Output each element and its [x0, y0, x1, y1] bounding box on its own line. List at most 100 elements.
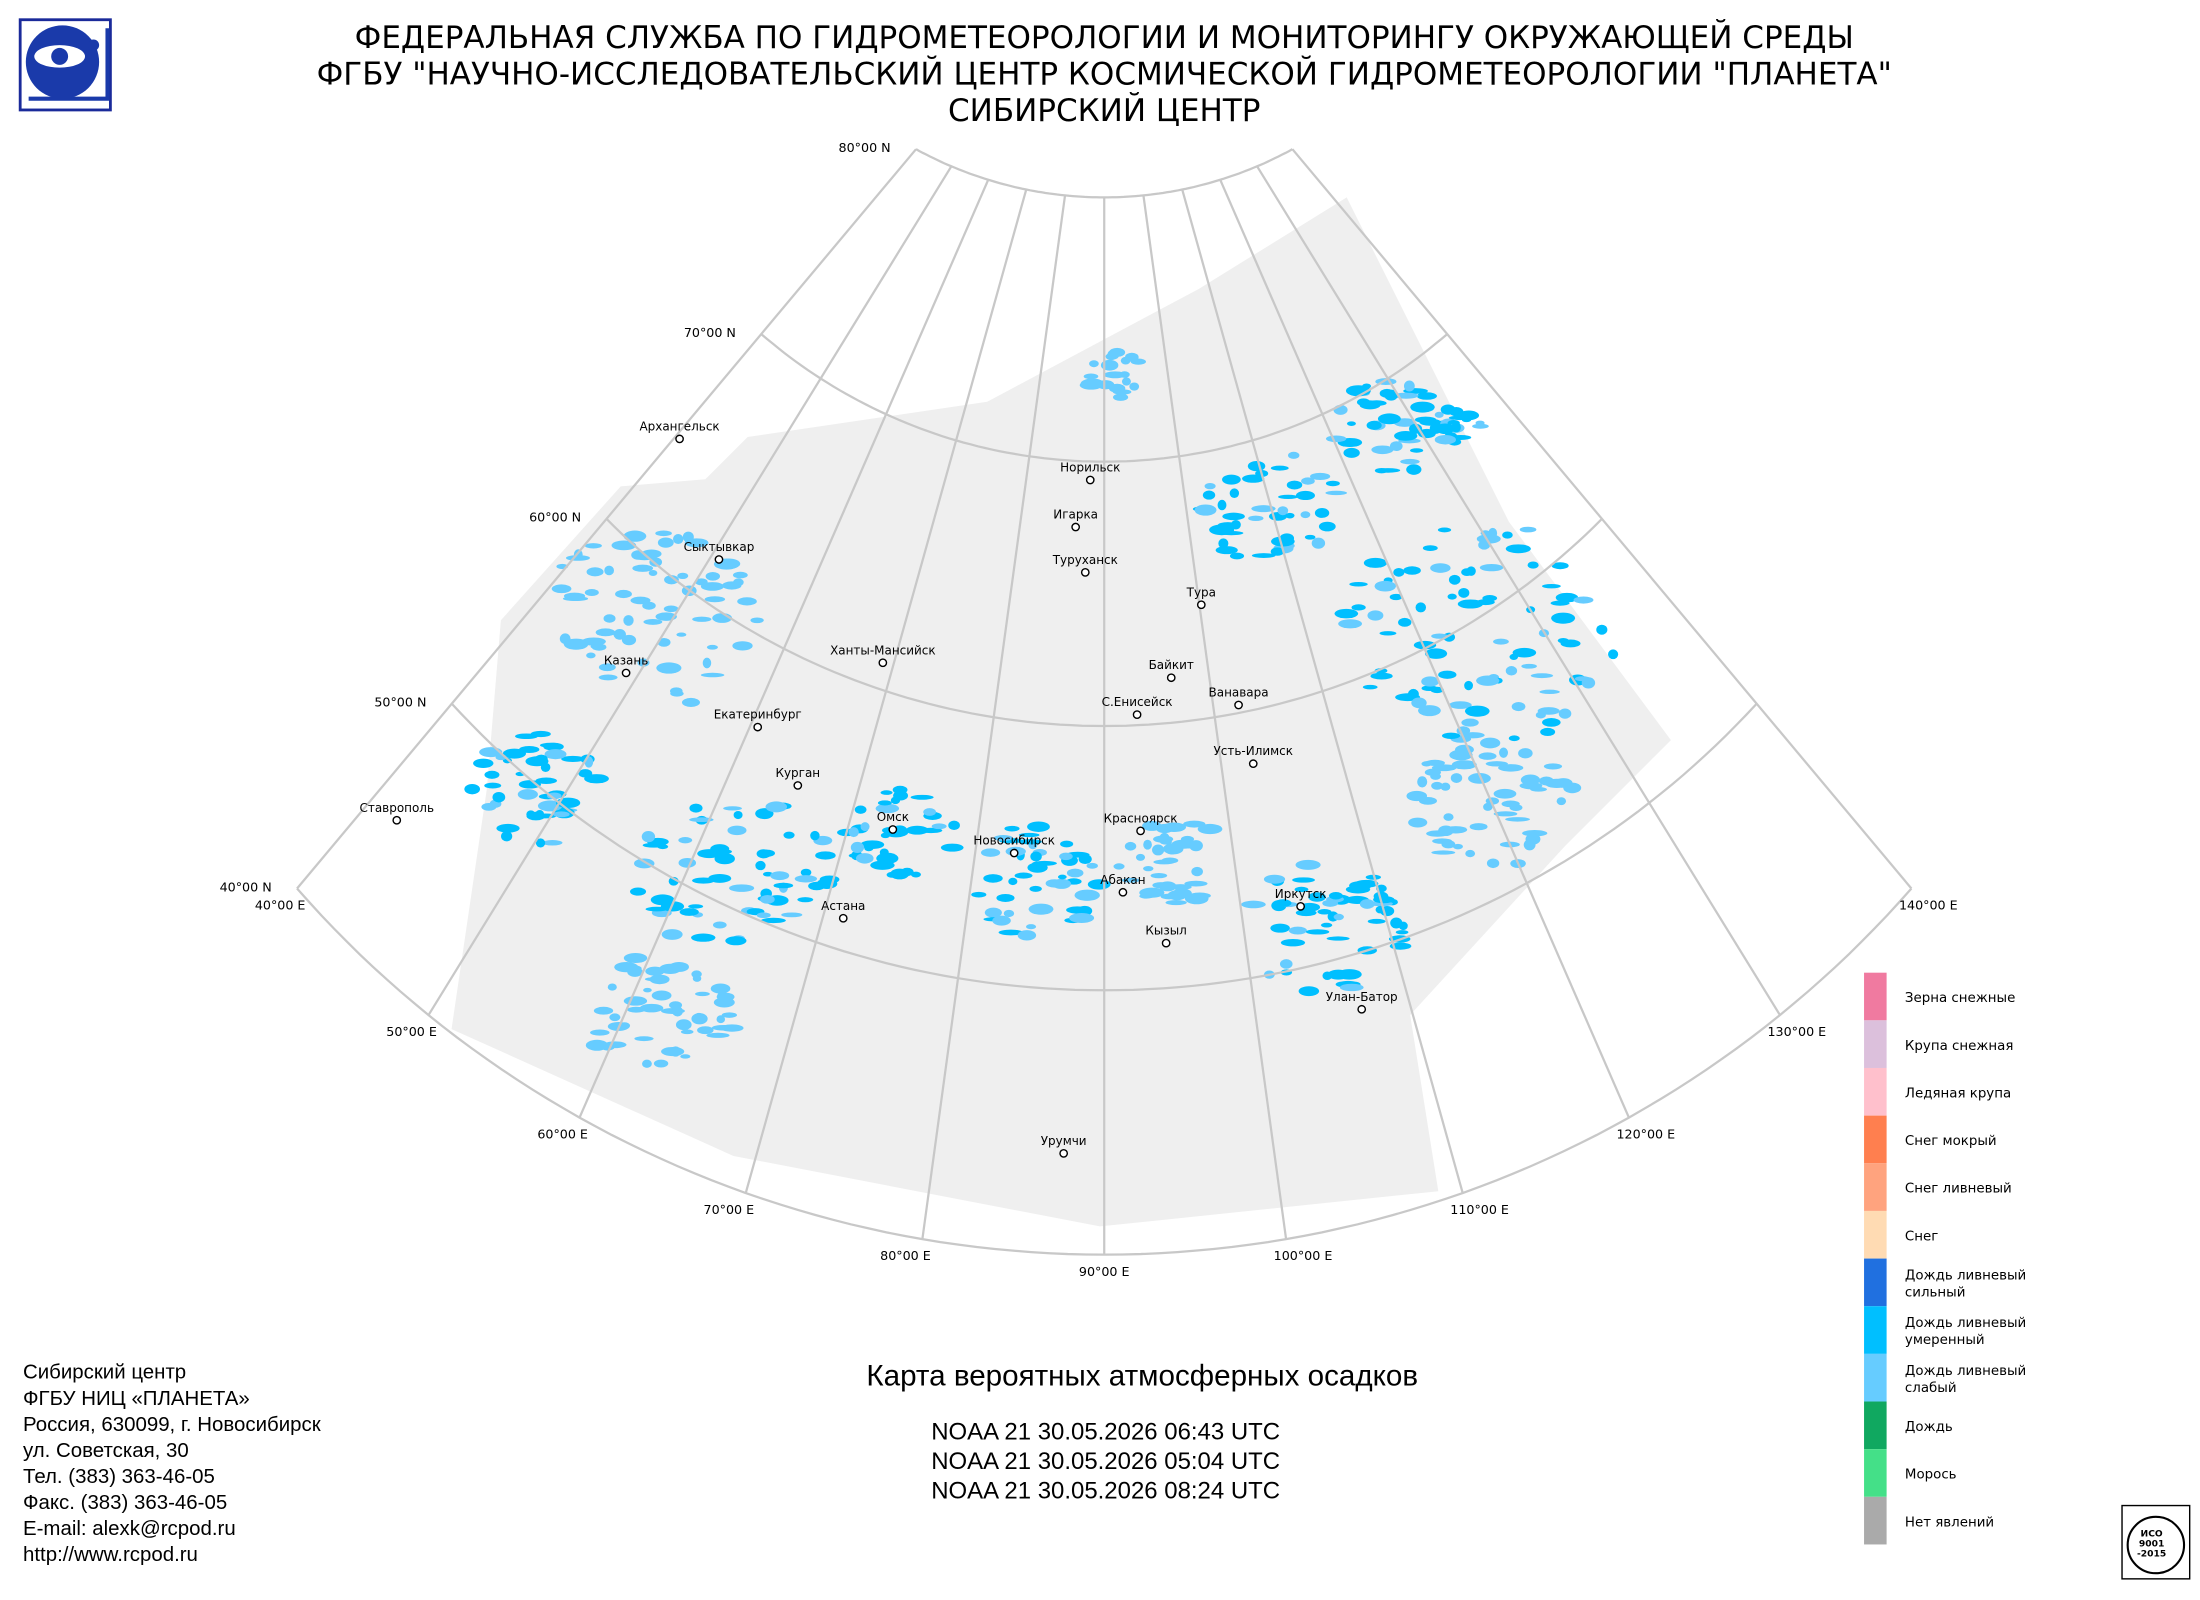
footer-line: http://www.rcpod.ru	[23, 1543, 198, 1566]
rain-cell	[1443, 813, 1454, 821]
city-marker	[1248, 759, 1258, 769]
rain-cell	[1074, 889, 1100, 901]
rain-cell	[1522, 830, 1548, 837]
legend-label: Снег	[1905, 1229, 1938, 1244]
rain-cell	[1292, 877, 1315, 883]
rain-cell	[535, 777, 557, 784]
precipitation	[464, 347, 1619, 1068]
rain-cell	[657, 537, 674, 548]
rain-cell	[604, 565, 615, 576]
rain-cell	[1418, 705, 1441, 717]
rain-cell	[1394, 431, 1418, 441]
rain-cell	[1202, 490, 1216, 500]
legend-swatch	[1864, 1496, 1887, 1545]
rain-cell	[1222, 474, 1241, 485]
rain-cell	[1294, 886, 1309, 893]
rain-cell	[1325, 435, 1347, 443]
rain-cell	[547, 792, 562, 800]
rain-cell	[1483, 802, 1493, 811]
rain-cell	[1375, 468, 1401, 473]
rain-cell	[695, 991, 710, 997]
rain-cell	[1537, 707, 1560, 715]
rain-cell	[993, 834, 1013, 842]
rain-cell	[1466, 566, 1476, 576]
rain-cell	[800, 868, 812, 877]
rain-cell	[1444, 826, 1468, 834]
city-marker	[1234, 700, 1243, 710]
rain-cell	[641, 831, 656, 843]
rain-cell	[632, 564, 654, 572]
legend-label: умеренный	[1905, 1333, 1985, 1348]
rain-cell	[783, 831, 795, 839]
pass-line: NOAA 21 30.05.2026 05:04 UTC	[931, 1448, 1280, 1475]
rain-cell	[1121, 377, 1131, 386]
rain-cell	[854, 805, 867, 814]
rain-cell	[1493, 811, 1518, 817]
rain-cell	[1285, 512, 1295, 519]
passes: NOAA 21 30.05.2026 06:43 UTC NOAA 21 30.0…	[931, 1418, 1280, 1504]
rain-cell	[598, 663, 616, 672]
rain-cell	[1374, 580, 1396, 592]
rain-cell	[1004, 825, 1020, 832]
rain-cell	[1029, 885, 1042, 892]
rain-cell	[630, 887, 647, 896]
rain-cell	[984, 907, 1002, 918]
rain-cell	[940, 843, 964, 852]
rain-cell	[1209, 524, 1235, 536]
rain-cell	[819, 875, 840, 884]
rain-cell	[1351, 604, 1366, 611]
rain-cell	[1300, 511, 1311, 519]
rain-cell	[607, 983, 617, 991]
rain-cell	[648, 570, 658, 577]
rain-cell	[1066, 906, 1089, 914]
rain-cell	[1560, 639, 1581, 648]
rain-cell	[1165, 899, 1187, 906]
city-marker	[753, 722, 763, 732]
rain-cell	[727, 825, 747, 836]
rain-cell	[1434, 434, 1456, 445]
rain-cell	[1410, 448, 1424, 453]
rain-cell	[542, 840, 563, 846]
header-line: СИБИРСКИЙ ЦЕНТР	[948, 93, 1260, 129]
legend-label: Морось	[1905, 1468, 1957, 1483]
rain-cell	[1468, 773, 1491, 784]
city-label: Новосибирск	[973, 834, 1055, 848]
rain-cell	[1328, 892, 1343, 900]
rain-cell	[1509, 653, 1519, 660]
rain-cell	[1349, 581, 1368, 587]
rain-cell	[1498, 764, 1524, 772]
rain-cell	[659, 963, 682, 974]
rain-cell	[561, 755, 585, 763]
rain-cell	[760, 917, 786, 924]
lon-label: 50°00 E	[386, 1024, 437, 1039]
rain-cell	[642, 601, 656, 610]
rain-cell	[492, 792, 506, 803]
rain-cell	[732, 641, 753, 651]
city-marker	[1085, 475, 1095, 485]
rain-cell	[1521, 663, 1537, 669]
rain-cell	[1437, 527, 1452, 533]
rain-cell	[1051, 878, 1072, 889]
rain-cell	[1014, 872, 1033, 879]
rain-cell	[590, 644, 600, 649]
rain-cell	[856, 853, 874, 864]
city-label: Урумчи	[1041, 1134, 1087, 1148]
rain-cell	[1143, 865, 1154, 872]
rain-cell	[1555, 592, 1579, 603]
rain-cell	[655, 530, 672, 537]
rain-cell	[614, 961, 639, 973]
rain-cell	[651, 990, 672, 1001]
rain-cell	[760, 894, 775, 904]
rain-cell	[1310, 472, 1331, 480]
rain-cell	[1377, 413, 1401, 425]
rain-cell	[672, 1006, 683, 1017]
lon-label: 80°00 E	[880, 1248, 931, 1263]
rain-cell	[1493, 638, 1509, 645]
rain-cell	[1482, 595, 1498, 602]
rain-cell	[689, 803, 703, 813]
rain-cell	[697, 849, 722, 859]
rain-cell	[1345, 885, 1371, 894]
rain-cell	[688, 904, 704, 909]
rain-cell	[1338, 619, 1363, 629]
rain-cell	[1189, 840, 1203, 852]
